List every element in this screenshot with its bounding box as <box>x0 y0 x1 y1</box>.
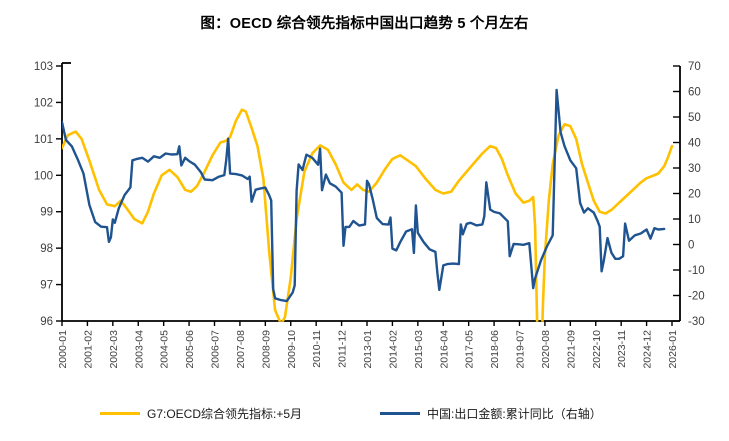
x-axis-tick-label: 2015-03 <box>413 330 425 369</box>
legend-item-china-export: 中国:出口金额:累计同比（右轴） <box>380 405 602 422</box>
x-axis-tick-label: 2010-11 <box>311 330 323 368</box>
legend-label-oecd-cli: G7:OECD综合领先指标:+5月 <box>147 407 303 421</box>
x-axis-tick-label: 2018-06 <box>489 330 501 369</box>
x-axis-tick-label: 2023-11 <box>616 330 628 368</box>
x-axis-tick-label: 2004-05 <box>159 330 171 369</box>
x-axis-tick-label: 2019-07 <box>515 330 527 369</box>
series-line-oecd-cli <box>62 108 674 322</box>
x-axis-tick-label: 2020-08 <box>540 330 552 369</box>
right-axis-tick-label: 50 <box>688 112 701 124</box>
left-axis-tick-label: 97 <box>40 280 53 292</box>
right-axis-tick-label: 30 <box>688 163 701 175</box>
right-axis-tick-label: -10 <box>688 265 705 277</box>
x-axis-tick-label: 2009-10 <box>286 330 298 369</box>
x-axis-tick-label: 2021-09 <box>565 330 577 369</box>
x-axis-tick-label: 2008-09 <box>260 330 272 369</box>
chart-title: 图：OECD 综合领先指标中国出口趋势 5 个月左右 <box>200 16 529 32</box>
legend-label-china-export: 中国:出口金额:累计同比（右轴） <box>427 407 602 421</box>
x-axis-tick-label: 2002-03 <box>108 330 120 369</box>
right-axis-tick-label: 20 <box>688 189 701 201</box>
left-axis-tick-label: 102 <box>34 97 53 109</box>
left-axis-tick-label: 100 <box>34 170 53 182</box>
legend-line-swatch-blue <box>380 412 421 415</box>
x-axis-tick-label: 2011-12 <box>337 330 349 368</box>
x-axis-tick-label: 2026-01 <box>667 330 679 369</box>
x-axis-tick-label: 2001-02 <box>82 330 94 369</box>
x-axis-tick-label: 2013-01 <box>362 330 374 369</box>
x-axis-tick-label: 2003-04 <box>133 330 145 369</box>
legend-item-oecd-cli: G7:OECD综合领先指标:+5月 <box>100 405 302 422</box>
right-axis-tick-label: -20 <box>688 291 705 303</box>
x-axis-tick-label: 2006-07 <box>210 330 222 369</box>
left-axis-tick-label: 99 <box>40 207 53 219</box>
x-axis-tick-label: 2000-01 <box>57 330 69 369</box>
left-axis-tick-label: 96 <box>40 316 53 328</box>
right-axis-tick-label: 0 <box>688 240 694 252</box>
x-axis-tick-label: 2016-04 <box>438 330 450 369</box>
right-axis-tick-label: 40 <box>688 138 701 150</box>
right-axis-tick-label: 70 <box>688 61 701 73</box>
left-axis-tick-label: 98 <box>40 243 53 255</box>
x-axis-tick-label: 2005-06 <box>184 330 196 369</box>
left-axis-tick-label: 103 <box>34 61 53 73</box>
x-axis-tick-label: 2024-12 <box>642 330 654 369</box>
chart-legend: G7:OECD综合领先指标:+5月 中国:出口金额:累计同比（右轴） <box>100 405 602 422</box>
x-axis-tick-label: 2022-10 <box>591 330 603 369</box>
left-axis-tick-label: 101 <box>34 134 53 146</box>
x-axis-tick-label: 2014-02 <box>387 330 399 369</box>
legend-line-swatch-yellow <box>100 412 140 415</box>
right-axis-tick-label: 10 <box>688 214 701 226</box>
right-axis-tick-label: 60 <box>688 87 701 99</box>
x-axis-tick-label: 2007-08 <box>235 330 247 369</box>
x-axis-tick-label: 2017-05 <box>464 330 476 369</box>
right-axis-tick-label: -30 <box>688 316 705 328</box>
series-line-china-export <box>62 88 666 303</box>
